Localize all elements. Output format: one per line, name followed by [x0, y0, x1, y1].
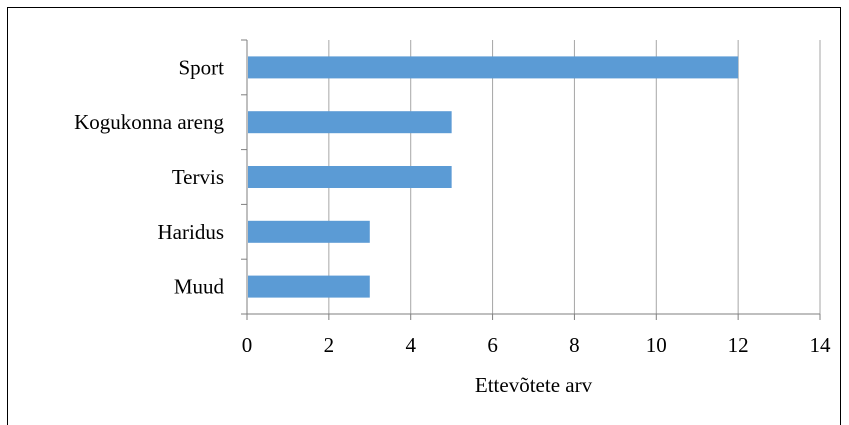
- y-category-label-haridus: Haridus: [158, 220, 225, 244]
- y-category-label-kogukonna-areng: Kogukonna areng: [74, 110, 224, 134]
- x-tick-label-10: 10: [646, 333, 667, 357]
- x-tick-label-8: 8: [569, 333, 580, 357]
- x-tick-label-0: 0: [242, 333, 253, 357]
- bars: [248, 56, 739, 298]
- x-axis-title: Ettevõtete arv: [475, 373, 593, 397]
- y-category-label-sport: Sport: [178, 55, 224, 79]
- bar-haridus: [248, 220, 370, 243]
- x-tick-label-6: 6: [487, 333, 498, 357]
- bar-tervis: [248, 166, 452, 188]
- y-category-label-muud: Muud: [174, 275, 225, 299]
- chart-frame: [7, 7, 841, 425]
- bar-kogukonna-areng: [248, 111, 452, 134]
- axes: [241, 39, 821, 320]
- y-category-label-tervis: Tervis: [172, 165, 224, 189]
- labels: 0 2 4 6 8 10 12 14 Sport Kogukonna areng Tervis Har…: [74, 55, 831, 357]
- x-tick-label-2: 2: [324, 333, 335, 357]
- x-tick-label-14: 14: [810, 333, 832, 357]
- x-tick-label-4: 4: [405, 333, 416, 357]
- bar-muud: [248, 275, 370, 298]
- bar-sport: [248, 56, 739, 79]
- x-tick-label-12: 12: [728, 333, 749, 357]
